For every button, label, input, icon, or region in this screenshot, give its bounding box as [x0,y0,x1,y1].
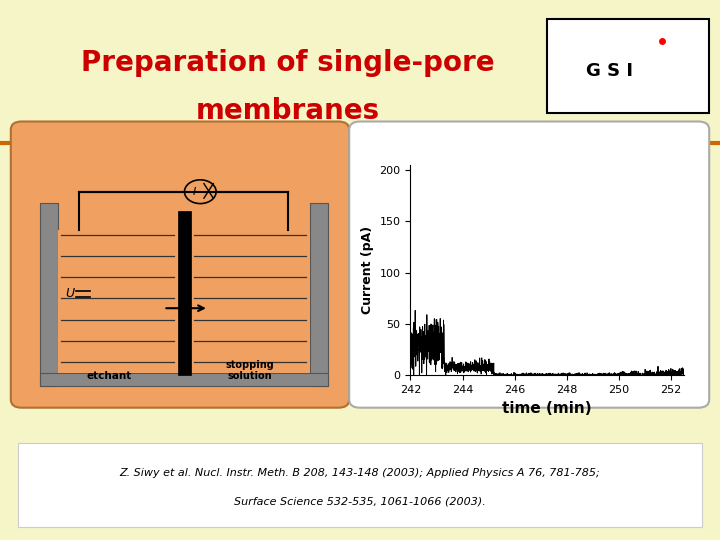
Text: Z. Siwy et al. Nucl. Instr. Meth. B 208, 143-148 (2003); Applied Physics A 76, 7: Z. Siwy et al. Nucl. Instr. Meth. B 208,… [120,468,600,478]
Bar [178,211,191,375]
Text: Surface Science 532-535, 1061-1066 (2003).: Surface Science 532-535, 1061-1066 (2003… [234,497,486,507]
X-axis label: time (min): time (min) [503,401,592,416]
Bar [40,202,58,386]
Text: etchant: etchant [86,370,131,381]
Text: G S I: G S I [586,62,633,79]
Y-axis label: Current (pA): Current (pA) [361,226,374,314]
Text: stopping
solution: stopping solution [226,360,274,381]
Bar [191,230,310,373]
Text: membranes: membranes [196,97,380,125]
FancyBboxPatch shape [349,122,709,408]
Bar [310,202,328,386]
Text: U: U [65,287,74,300]
FancyBboxPatch shape [547,19,709,113]
FancyBboxPatch shape [18,443,702,526]
Text: Preparation of single-pore: Preparation of single-pore [81,49,495,77]
Bar [40,373,328,386]
FancyBboxPatch shape [11,122,349,408]
Bar [58,230,178,373]
Text: I: I [193,187,196,197]
